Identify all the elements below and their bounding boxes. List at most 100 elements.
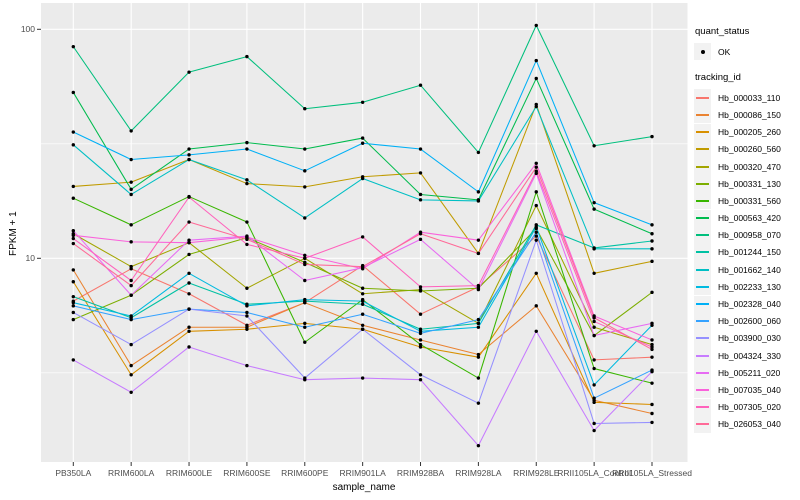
- data-point: [129, 283, 133, 288]
- data-point: [71, 294, 76, 299]
- legend-key-box: [694, 226, 711, 244]
- data-point: [592, 200, 596, 205]
- data-point: [534, 58, 538, 63]
- data-point: [650, 290, 654, 295]
- data-point: [245, 178, 249, 182]
- data-point: [418, 338, 423, 342]
- legend-item-label: Hb_000331_130: [718, 178, 781, 189]
- data-point: [476, 190, 481, 194]
- legend-key-box: [694, 415, 711, 433]
- legend-key-box: [694, 123, 711, 141]
- data-point: [360, 312, 365, 316]
- series-color-swatch-icon: [696, 217, 709, 220]
- data-point: [129, 363, 133, 368]
- legend-item-label: Hb_001244_150: [718, 247, 781, 258]
- data-point: [650, 232, 654, 236]
- data-point: [476, 355, 481, 359]
- x-tick-label: RRII105LA_Stressed: [612, 468, 692, 478]
- data-point: [534, 165, 538, 169]
- x-tick-label: PB350LA: [55, 468, 92, 478]
- data-point: [71, 130, 76, 134]
- data-point: [360, 286, 365, 290]
- data-point: [592, 333, 596, 338]
- series-color-swatch-icon: [696, 148, 709, 151]
- y-axis-title: FPKM + 1: [8, 211, 19, 256]
- legend-item: Hb_000320_470: [694, 158, 798, 176]
- data-point: [129, 240, 133, 244]
- data-point: [187, 329, 191, 333]
- data-point: [303, 185, 307, 189]
- data-point: [245, 314, 249, 318]
- data-point: [129, 192, 133, 197]
- data-point: [418, 237, 423, 242]
- data-point: [187, 157, 191, 162]
- legend-key-box: [694, 175, 711, 193]
- legend-item: Hb_003900_030: [694, 329, 798, 347]
- data-point: [476, 199, 481, 203]
- data-point: [592, 366, 596, 371]
- data-point: [592, 325, 596, 329]
- data-point: [129, 390, 133, 394]
- data-point: [187, 147, 191, 151]
- data-point: [476, 238, 481, 242]
- legend-item-label: Hb_026053_040: [718, 419, 781, 430]
- x-tick-label: RRIM901LA: [339, 468, 386, 478]
- data-point: [71, 236, 76, 241]
- legend-item-label: Hb_000260_560: [718, 144, 781, 155]
- data-point: [592, 383, 596, 387]
- data-point: [360, 141, 365, 145]
- legend-item-label: Hb_000320_470: [718, 161, 781, 172]
- legend-item: Hb_002328_040: [694, 295, 798, 313]
- data-point: [71, 228, 76, 233]
- legend-item: Hb_000205_260: [694, 123, 798, 141]
- data-point: [360, 264, 365, 269]
- legend-item: Hb_000086_150: [694, 106, 798, 124]
- series-color-swatch-icon: [696, 268, 709, 271]
- legend-key-box: [694, 261, 711, 279]
- data-point: [187, 271, 191, 275]
- series-color-swatch-icon: [696, 199, 709, 202]
- series-color-swatch-icon: [696, 388, 709, 391]
- data-point: [303, 321, 307, 326]
- data-point: [418, 342, 423, 347]
- data-point: [245, 327, 249, 331]
- legend-item-label: Hb_000033_110: [718, 92, 781, 103]
- legend-title-tracking-id: tracking_id: [695, 72, 741, 84]
- series-color-swatch-icon: [696, 96, 709, 99]
- data-point: [303, 169, 307, 173]
- series-color-swatch-icon: [696, 285, 709, 288]
- data-point: [360, 235, 365, 239]
- data-point: [418, 289, 423, 293]
- data-point: [187, 252, 191, 257]
- data-point: [187, 153, 191, 157]
- data-point: [534, 238, 538, 242]
- legend-item-label: Hb_002233_130: [718, 281, 781, 292]
- data-point: [303, 340, 307, 344]
- legend-item: Hb_026053_040: [694, 415, 798, 433]
- data-point: [129, 129, 133, 133]
- series-color-swatch-icon: [696, 131, 709, 134]
- legend-item: Hb_001244_150: [694, 243, 798, 261]
- data-point: [476, 287, 481, 292]
- legend-key-box: [694, 140, 711, 158]
- data-point: [418, 345, 423, 349]
- x-tick-label: RRIM928BA: [396, 468, 445, 478]
- data-point: [650, 259, 654, 264]
- data-point: [245, 235, 249, 239]
- data-point: [360, 327, 365, 331]
- data-point: [245, 140, 249, 145]
- data-point: [303, 253, 307, 258]
- data-point: [650, 347, 654, 352]
- data-point: [360, 299, 365, 303]
- data-point: [360, 292, 365, 296]
- data-point: [534, 304, 538, 308]
- data-point: [303, 107, 307, 111]
- legend-key-box: [694, 192, 711, 210]
- data-point: [245, 147, 249, 151]
- legend-item-label: Hb_004324_330: [718, 350, 781, 361]
- data-point: [650, 342, 654, 347]
- legend-item-label: Hb_005211_020: [718, 367, 781, 378]
- legend-item: Hb_000331_130: [694, 175, 798, 193]
- data-point: [360, 376, 365, 380]
